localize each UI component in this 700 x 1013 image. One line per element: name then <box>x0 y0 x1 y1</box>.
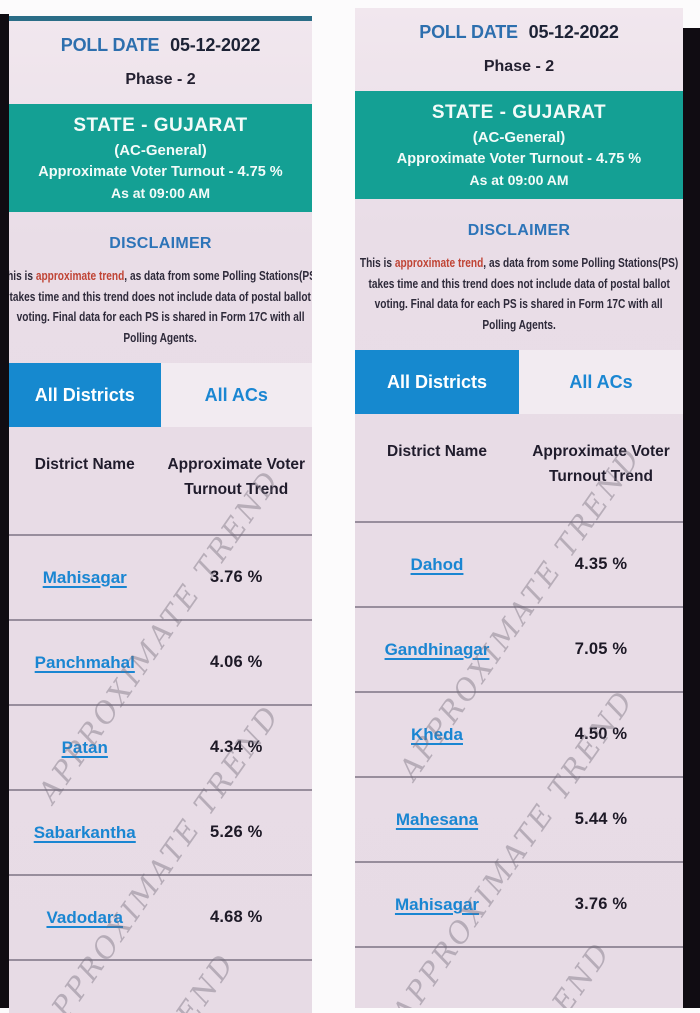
screen-bezel-right <box>683 28 700 1008</box>
state-title: STATE - GUJARAT <box>73 115 248 136</box>
disclaimer-line-3: voting. Final data for each PS is shared… <box>16 309 305 324</box>
as-at-time-label: As at 09:00 AM <box>469 172 569 188</box>
district-link[interactable]: Patan <box>61 737 108 757</box>
turnout-value: 4.68 % <box>209 908 263 926</box>
disclaimer-line-2: takes time and this trend does not inclu… <box>368 275 670 291</box>
table-row: Kheda 4.50 % <box>355 693 683 778</box>
table-row: Patan 4.34 % <box>9 706 312 791</box>
turnout-value: 3.76 % <box>209 568 263 586</box>
state-title: STATE - GUJARAT <box>431 102 607 123</box>
state-turnout-label: Approximate Voter Turnout - 4.75 % <box>396 151 642 167</box>
disclaimer-line-3: voting. Final data for each PS is shared… <box>375 296 663 311</box>
table-header: District Name Approximate Voter Turnout … <box>355 426 683 523</box>
poll-date-label: POLL DATE <box>419 22 518 42</box>
disclaimer-text: This is approximate trend, as data from … <box>9 266 312 348</box>
phase-label: Phase - 2 <box>483 58 555 75</box>
disclaimer-title: DISCLAIMER <box>109 235 212 252</box>
disclaimer-line-4: Polling Agents. <box>482 316 556 332</box>
district-link[interactable]: Mahisagar <box>394 894 480 914</box>
tab-bar: All Districts All ACs <box>9 363 312 427</box>
disclaimer-title: DISCLAIMER <box>467 222 571 239</box>
turnout-value: 5.26 % <box>209 823 263 841</box>
district-link[interactable]: Panchmahal <box>34 652 135 672</box>
turnout-value: 4.50 % <box>574 725 628 743</box>
column-header-district: District Name <box>34 456 135 473</box>
tab-bar: All Districts All ACs <box>355 350 683 414</box>
poll-date-value: 05-12-2022 <box>528 22 619 42</box>
turnout-value: 4.06 % <box>209 653 263 671</box>
state-turnout-label: Approximate Voter Turnout - 4.75 % <box>38 164 283 180</box>
poll-date-value: 05-12-2022 <box>170 35 261 55</box>
tab-all-districts[interactable]: All Districts <box>9 363 161 427</box>
column-header-trend: Approximate Voter Turnout Trend <box>167 456 306 498</box>
disclaimer-red-text: approximate trend <box>394 255 484 270</box>
table-row: Mahesana 5.44 % <box>355 778 683 863</box>
disclaimer-text: This is approximate trend, as data from … <box>355 253 683 335</box>
table-header: District Name Approximate Voter Turnout … <box>9 439 312 536</box>
turnout-value: 5.44 % <box>574 810 628 828</box>
table-row: Dahod 4.35 % <box>355 523 683 608</box>
turnout-value: 7.05 % <box>574 640 628 658</box>
ac-type-label: (AC-General) <box>472 129 566 146</box>
poll-date-line: POLL DATE 05-12-2022 <box>355 22 683 43</box>
tab-all-acs[interactable]: All ACs <box>569 371 633 392</box>
as-at-time-label: As at 09:00 AM <box>110 185 211 201</box>
poll-date-line: POLL DATE 05-12-2022 <box>9 35 312 56</box>
tab-all-acs[interactable]: All ACs <box>204 384 268 405</box>
turnout-panel-left: POLL DATE 05-12-2022 Phase - 2 STATE - G… <box>9 16 312 1013</box>
state-banner: STATE - GUJARAT (AC-General) Approximate… <box>355 91 683 199</box>
disclaimer-red-text: approximate trend <box>36 268 125 283</box>
state-banner: STATE - GUJARAT (AC-General) Approximate… <box>9 104 312 212</box>
table-row: Vadodara 4.68 % <box>9 876 312 961</box>
district-link[interactable]: Dahod <box>410 554 464 574</box>
district-link[interactable]: Vadodara <box>46 907 124 927</box>
ac-type-label: (AC-General) <box>114 142 207 159</box>
disclaimer-line-4: Polling Agents. <box>123 329 198 345</box>
poll-date-label: POLL DATE <box>60 35 160 55</box>
district-link[interactable]: Kheda <box>411 724 463 744</box>
tab-all-districts[interactable]: All Districts <box>355 350 519 414</box>
disclaimer-line-2: takes time and this trend does not inclu… <box>9 288 312 304</box>
screen-bezel-left <box>0 14 9 1008</box>
table-row: Mahisagar 3.76 % <box>355 863 683 948</box>
district-link[interactable]: Mahesana <box>395 809 479 829</box>
disclaimer-line-1: This is approximate trend, as data from … <box>359 255 679 270</box>
district-link[interactable]: Gandhinagar <box>384 639 490 659</box>
phase-label: Phase - 2 <box>125 71 196 88</box>
table-row: Sabarkantha 5.26 % <box>9 791 312 876</box>
table-row: Panchmahal 4.06 % <box>9 621 312 706</box>
turnout-value: 4.35 % <box>574 555 628 573</box>
column-header-trend: Approximate Voter Turnout Trend <box>532 443 670 485</box>
table-row: Gandhinagar 7.05 % <box>355 608 683 693</box>
turnout-value: 3.76 % <box>574 895 628 913</box>
column-header-district: District Name <box>387 443 487 460</box>
disclaimer-line-1: This is approximate trend, as data from … <box>9 268 312 283</box>
turnout-value: 4.34 % <box>209 738 263 756</box>
district-link[interactable]: Sabarkantha <box>33 822 136 842</box>
turnout-panel-right: POLL DATE 05-12-2022 Phase - 2 STATE - G… <box>355 8 683 1008</box>
district-link[interactable]: Mahisagar <box>42 567 127 587</box>
table-row: Mahisagar 3.76 % <box>9 536 312 621</box>
